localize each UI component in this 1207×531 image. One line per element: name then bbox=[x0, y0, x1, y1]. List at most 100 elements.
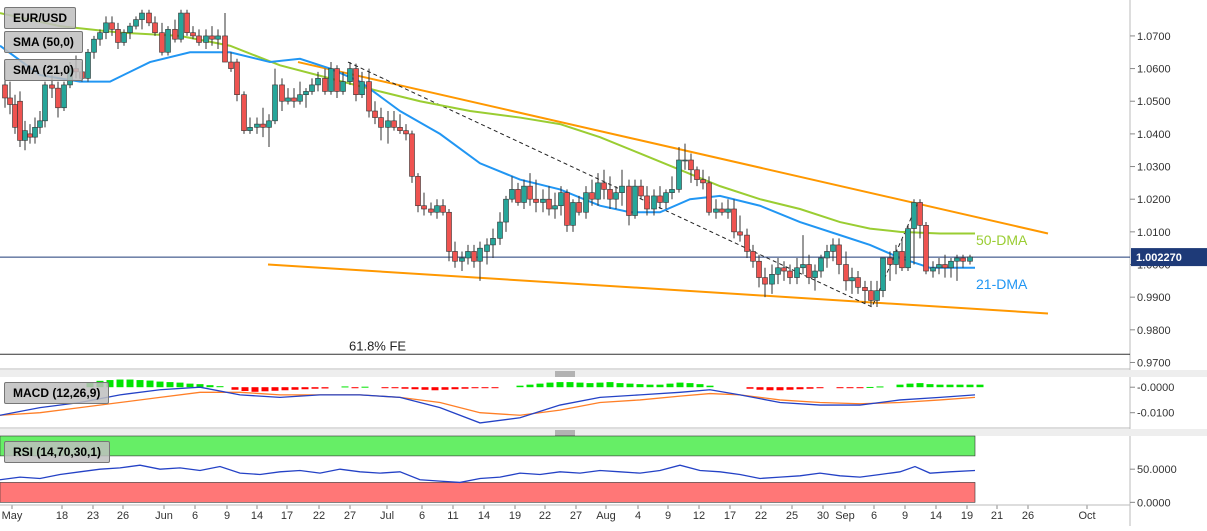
candle bbox=[428, 202, 434, 216]
x-tick-label: 22 bbox=[539, 510, 551, 522]
x-tick-label: 9 bbox=[902, 510, 908, 522]
candle-body bbox=[415, 176, 421, 207]
price-tick-label: 1.0400 bbox=[1137, 129, 1171, 141]
x-tick-label: 19 bbox=[509, 510, 521, 522]
candle bbox=[836, 238, 842, 275]
candle bbox=[744, 228, 750, 258]
macd-histogram-bar bbox=[126, 379, 134, 388]
macd-histogram-bar bbox=[786, 387, 794, 390]
candle-body bbox=[657, 195, 663, 203]
candle bbox=[930, 261, 936, 278]
candle bbox=[750, 244, 756, 268]
candle-body bbox=[97, 32, 103, 40]
candle bbox=[152, 16, 158, 36]
candle-body bbox=[391, 120, 397, 128]
candle bbox=[228, 52, 234, 72]
candle bbox=[146, 9, 152, 27]
candle bbox=[484, 238, 490, 265]
macd-histogram-bar bbox=[401, 387, 409, 389]
candle bbox=[583, 186, 589, 219]
macd-histogram-bar bbox=[536, 383, 544, 388]
macd-histogram-bar bbox=[976, 384, 984, 388]
candle bbox=[260, 107, 266, 138]
macd-histogram-bar bbox=[746, 387, 754, 389]
candle bbox=[353, 63, 359, 102]
macd-histogram-bar bbox=[776, 387, 784, 391]
x-tick-label: Jun bbox=[155, 510, 173, 522]
candle bbox=[824, 244, 830, 268]
candle bbox=[241, 91, 247, 134]
candle bbox=[688, 153, 694, 183]
candle bbox=[347, 62, 353, 85]
price-tick-label: 1.0500 bbox=[1137, 96, 1171, 108]
candle-body bbox=[372, 110, 378, 118]
candle bbox=[222, 13, 228, 63]
candle bbox=[812, 264, 818, 291]
candle bbox=[22, 120, 28, 151]
candle bbox=[546, 186, 552, 216]
fib-level-label: 61.8% FE bbox=[349, 338, 406, 353]
candle-body bbox=[340, 81, 346, 92]
macd-histogram-bar bbox=[806, 387, 814, 389]
candle-body bbox=[849, 277, 855, 282]
candle-body bbox=[794, 267, 800, 278]
candle bbox=[936, 257, 942, 275]
candle-body bbox=[936, 264, 942, 269]
price-tick-label: 1.0300 bbox=[1137, 162, 1171, 174]
macd-histogram-bar bbox=[206, 385, 214, 388]
candle-body bbox=[222, 35, 228, 63]
sma50-line bbox=[0, 12, 975, 235]
macd-histogram-bar bbox=[166, 382, 174, 388]
x-tick-label: 22 bbox=[313, 510, 325, 522]
candle bbox=[607, 176, 613, 209]
macd-histogram-bar bbox=[176, 382, 184, 388]
macd-histogram-bar bbox=[656, 384, 664, 388]
last-price-marker bbox=[1131, 248, 1207, 267]
candle-body bbox=[713, 208, 719, 213]
candle-body bbox=[91, 38, 97, 53]
x-tick-label: 14 bbox=[930, 510, 942, 522]
price-tick-label: 0.9700 bbox=[1137, 357, 1171, 369]
macd-histogram-bar bbox=[706, 385, 714, 388]
candle-body bbox=[576, 202, 582, 213]
candle-body bbox=[669, 189, 675, 193]
rsi-oversold-zone bbox=[0, 482, 976, 503]
candle-body bbox=[260, 123, 266, 128]
candle bbox=[190, 26, 196, 40]
x-tick-label: 9 bbox=[224, 510, 230, 522]
candle bbox=[595, 173, 601, 206]
candle bbox=[527, 173, 533, 206]
x-tick-label: 9 bbox=[665, 510, 671, 522]
x-tick-label: 11 bbox=[447, 510, 458, 522]
candle-body bbox=[893, 251, 899, 265]
candle-body bbox=[558, 192, 564, 207]
candle-body bbox=[806, 264, 812, 278]
candle-body bbox=[737, 231, 743, 236]
macd-histogram-bar bbox=[251, 387, 259, 392]
candle bbox=[409, 130, 415, 183]
x-tick-label: 26 bbox=[1022, 510, 1034, 522]
macd-histogram-bar bbox=[451, 387, 459, 390]
candle-body bbox=[291, 97, 297, 102]
candle-body bbox=[688, 159, 694, 171]
candle-body bbox=[146, 12, 152, 24]
candle-body bbox=[484, 244, 490, 252]
candle-body bbox=[133, 19, 139, 27]
macd-histogram-bar bbox=[696, 384, 704, 388]
candle-body bbox=[589, 192, 595, 200]
macd-histogram-bar bbox=[576, 382, 584, 388]
candle-body bbox=[353, 68, 359, 95]
macd-histogram-bar bbox=[556, 382, 564, 388]
candle bbox=[397, 114, 403, 134]
candle bbox=[279, 78, 285, 112]
candle bbox=[133, 16, 139, 30]
candle bbox=[874, 280, 880, 307]
candle bbox=[403, 124, 409, 141]
macd-histogram-bar bbox=[231, 387, 239, 390]
macd-histogram-bar bbox=[666, 383, 674, 388]
candle-body bbox=[905, 228, 911, 269]
candle-body bbox=[632, 185, 638, 216]
x-tick-label: 18 bbox=[56, 510, 68, 522]
candle bbox=[880, 257, 886, 298]
